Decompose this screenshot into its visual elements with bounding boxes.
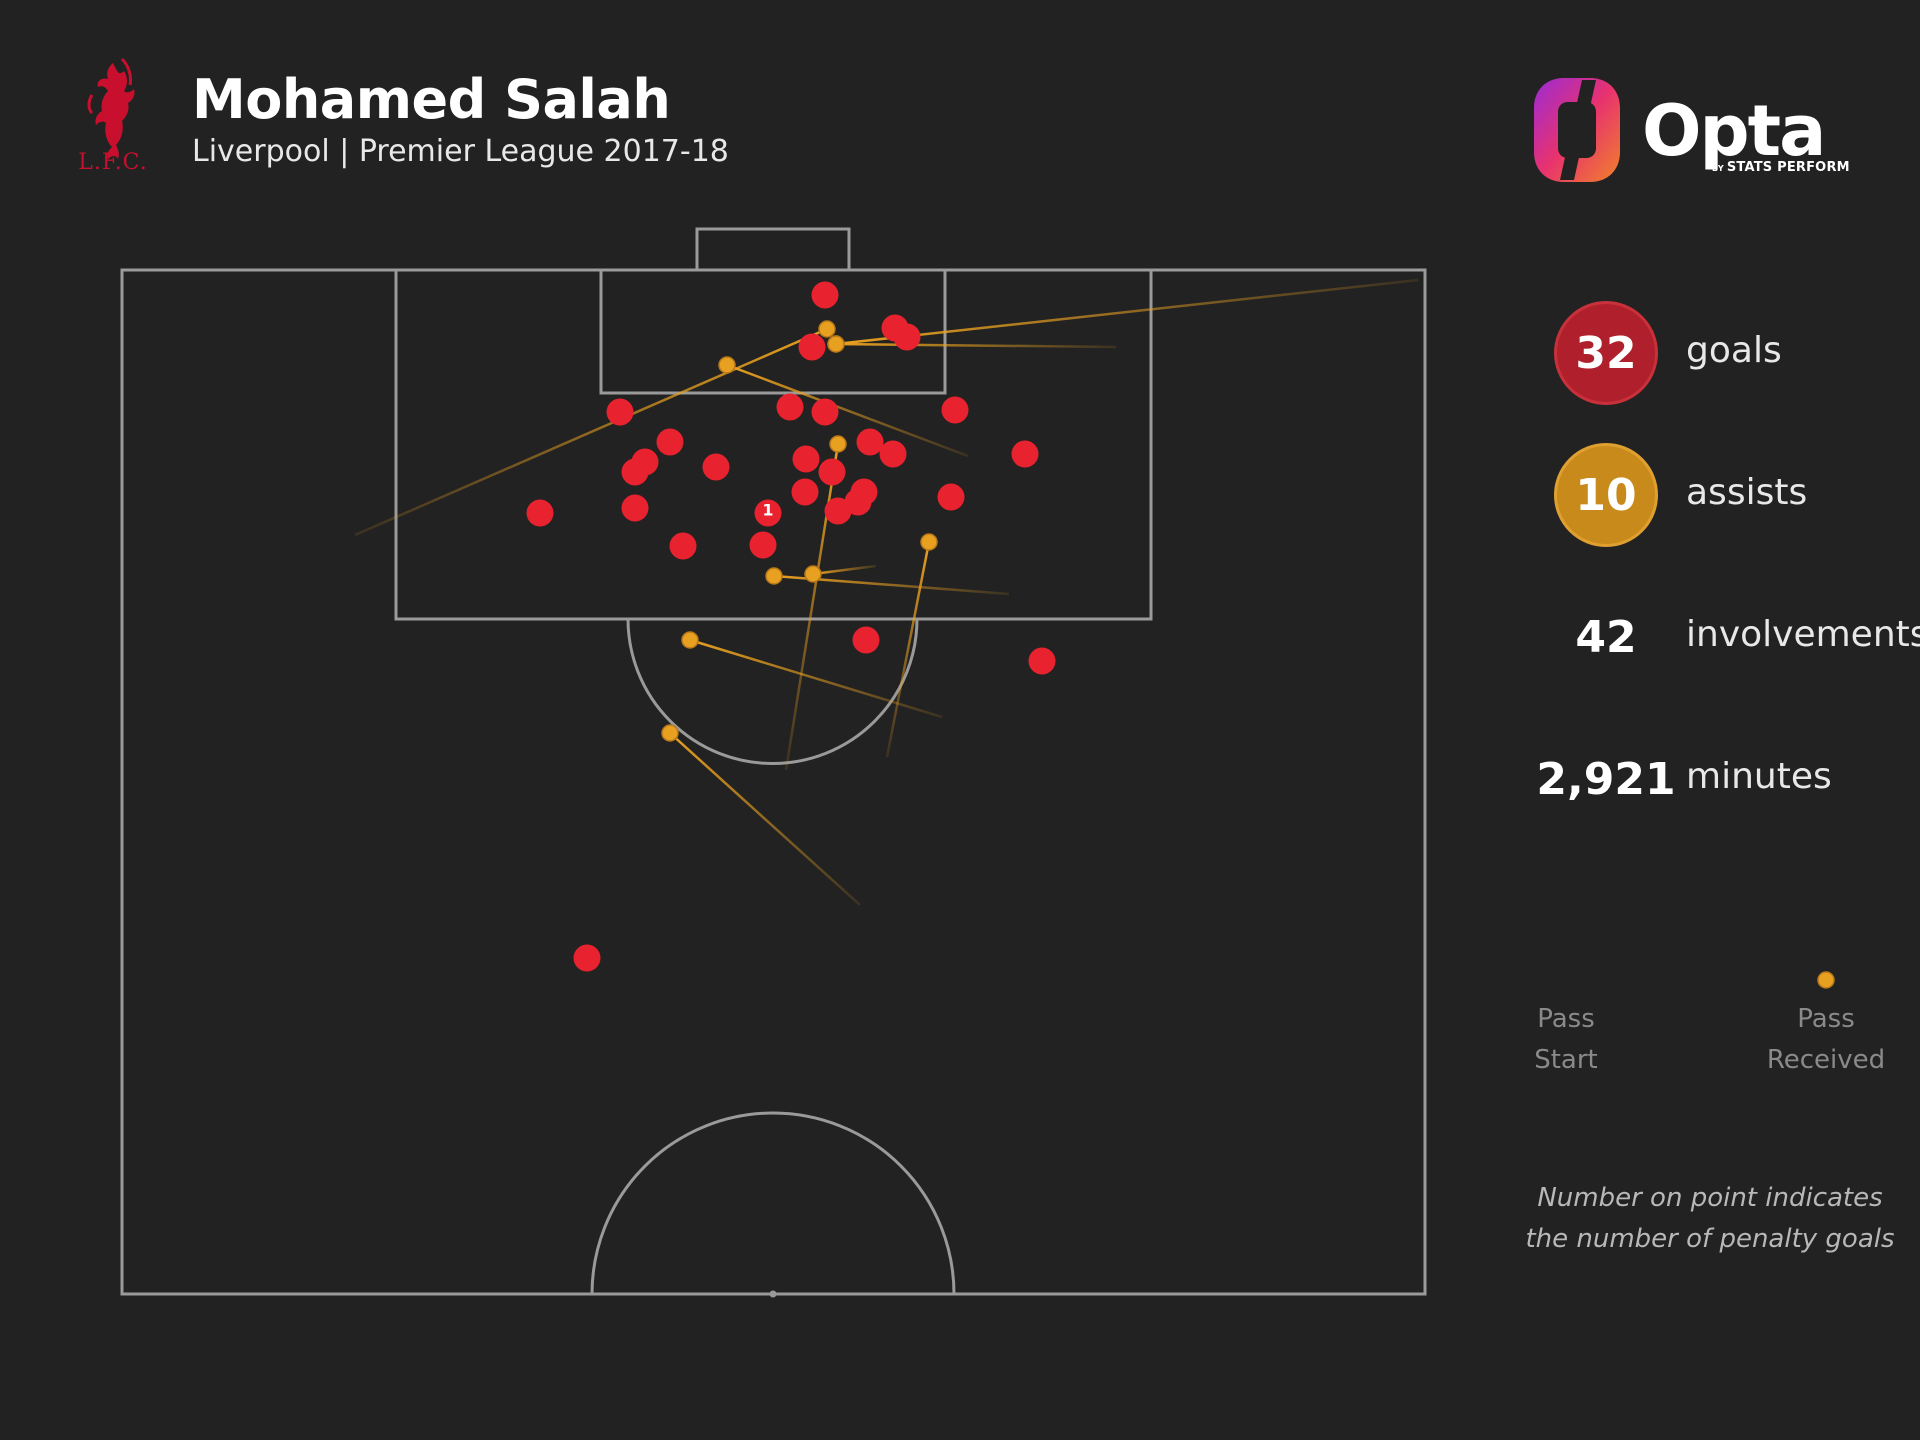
goal-point <box>798 333 826 361</box>
center-spot <box>769 1290 777 1298</box>
goal-point <box>669 532 697 560</box>
chart-subtitle: Liverpool | Premier League 2017-18 <box>192 134 729 169</box>
goal-point <box>573 944 601 972</box>
goal-point <box>754 499 782 527</box>
penalty-note: Number on point indicates the number of … <box>1525 1183 1895 1254</box>
goal-point <box>1028 647 1056 675</box>
assist-layer <box>354 278 1419 906</box>
goal <box>695 227 851 272</box>
goal-point <box>702 453 730 481</box>
goal-point <box>1011 440 1039 468</box>
chart-title: Mohamed Salah <box>192 68 671 131</box>
assist-received-point <box>818 320 836 338</box>
goal-point <box>811 281 839 309</box>
goals-label: goals <box>1686 330 1782 371</box>
goal-point <box>852 626 880 654</box>
penalty-count-label: 1 <box>762 501 773 520</box>
pitch-outline <box>120 268 1427 1296</box>
center-circle <box>590 1111 956 1295</box>
assists-label: assists <box>1686 472 1808 513</box>
assist-received-point <box>829 435 847 453</box>
goal-point <box>621 494 649 522</box>
minutes-value: 2,921 <box>1536 754 1676 805</box>
assist-pass-line <box>835 342 1117 349</box>
assist-pass-line <box>726 363 969 458</box>
opta-wordmark: Opta <box>1642 90 1826 172</box>
pitch-lines <box>120 227 1427 1296</box>
goal-layer: 1 <box>526 281 1056 972</box>
opta-subtitle: BY STATS PERFORM <box>1712 160 1850 175</box>
goal-point <box>856 428 884 456</box>
assist-received-point <box>681 631 699 649</box>
assist-received-point <box>920 533 938 551</box>
goal-point <box>792 445 820 473</box>
opta-logo-icon <box>1534 78 1620 182</box>
assist-pass-line <box>669 732 861 906</box>
goal-point <box>656 428 684 456</box>
crest-text: L.F.C. <box>78 150 148 175</box>
assist-pass-line <box>885 541 931 758</box>
goal-point <box>824 497 852 525</box>
goal-point <box>606 398 634 426</box>
assist-pass-line <box>812 564 877 576</box>
goal-point <box>941 396 969 424</box>
involvements-label: involvements <box>1686 614 1920 655</box>
goal-point <box>749 531 777 559</box>
goal-point <box>791 478 819 506</box>
goal-point <box>879 440 907 468</box>
assist-received-point <box>827 335 845 353</box>
goal-point <box>811 398 839 426</box>
assist-pass-line <box>354 327 828 537</box>
goal-point <box>937 483 965 511</box>
assist-received-point <box>765 567 783 585</box>
goals-count-badge: 32 <box>1554 301 1658 405</box>
assist-received-point <box>718 356 736 374</box>
assist-pass-line <box>784 443 840 771</box>
involvements-value: 42 <box>1575 612 1637 663</box>
legend-pass-point <box>1817 971 1835 989</box>
goal-point <box>818 458 846 486</box>
goal-point <box>621 458 649 486</box>
assist-received-point <box>804 565 822 583</box>
goal-point <box>893 323 921 351</box>
goal-point <box>776 393 804 421</box>
assist-pass-line <box>689 638 943 719</box>
assist-pass-line <box>835 278 1419 346</box>
goal-point <box>526 499 554 527</box>
minutes-label: minutes <box>1686 756 1832 797</box>
assist-received-point <box>661 724 679 742</box>
legend-pass-received-label: Pass Received <box>1766 1004 1886 1075</box>
liverpool-crest-icon <box>87 57 135 159</box>
assists-count-badge: 10 <box>1554 443 1658 547</box>
legend-pass-start-label: Pass Start <box>1534 1004 1598 1075</box>
